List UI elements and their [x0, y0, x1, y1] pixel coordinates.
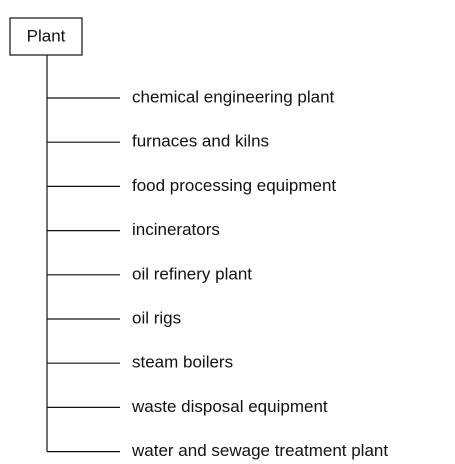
child-label: chemical engineering plant [132, 87, 335, 106]
root-label: Plant [27, 26, 66, 45]
child-label: oil rigs [132, 308, 181, 327]
child-label: steam boilers [132, 353, 233, 372]
child-label: food processing equipment [132, 176, 336, 195]
child-label: incinerators [132, 220, 220, 239]
root-box [9, 17, 83, 56]
child-label: water and sewage treatment plant [131, 441, 388, 460]
child-label: waste disposal equipment [131, 397, 328, 416]
child-label: oil refinery plant [132, 264, 252, 283]
child-label: furnaces and kilns [132, 132, 269, 151]
